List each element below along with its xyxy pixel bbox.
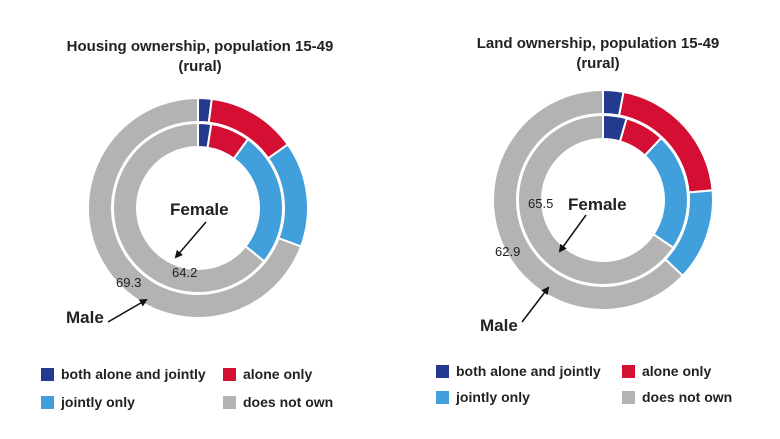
legend-item-both: both alone and jointly: [436, 363, 601, 379]
legend-swatch: [622, 390, 635, 404]
legend-swatch: [41, 395, 54, 409]
female-value-right: 65.5: [528, 196, 554, 211]
male-label-right: Male: [480, 316, 518, 335]
slice-female-does-not-own: [517, 113, 675, 286]
legend-swatch: [223, 395, 236, 409]
legend-label: both alone and jointly: [61, 366, 206, 382]
male-arrow-left: [107, 298, 148, 323]
male-label-left: Male: [66, 308, 104, 327]
legend-label: does not own: [243, 394, 334, 410]
legend-item-jointly: jointly only: [41, 394, 135, 410]
chart-title-left: Housing ownership, population 15-49 (rur…: [40, 37, 360, 77]
legend-item-alone: alone only: [223, 366, 312, 382]
legend-item-not-own: does not own: [223, 394, 333, 410]
title-text: Land ownership, population 15-49: [476, 35, 720, 52]
title-text: Housing ownership, population 15-49: [66, 38, 334, 55]
legend-swatch: [41, 367, 54, 381]
chart-title-right: Land ownership, population 15-49 (rural): [438, 34, 758, 74]
legend-label: both alone and jointly: [456, 363, 601, 379]
legend-item-jointly: jointly only: [436, 389, 530, 405]
legend-label: alone only: [642, 363, 712, 379]
legend-label: alone only: [243, 366, 313, 382]
legend-label: does not own: [642, 389, 733, 405]
legend-label: jointly only: [456, 389, 530, 405]
legend-swatch: [622, 364, 635, 378]
male-value-right: 62.9: [495, 244, 521, 259]
legend-swatch: [223, 367, 236, 381]
female-value-left: 64.2: [172, 265, 198, 280]
legend-swatch: [436, 390, 449, 404]
subtitle-text: (rural): [576, 55, 620, 72]
female-arrow-left: [174, 221, 207, 259]
male-value-left: 69.3: [116, 275, 142, 290]
male-arrow-right: [521, 286, 550, 323]
female-arrow-right: [558, 214, 587, 253]
legend-swatch: [436, 364, 449, 378]
subtitle-text: (rural): [178, 58, 222, 75]
legend-item-alone: alone only: [622, 363, 711, 379]
legend-item-not-own: does not own: [622, 389, 732, 405]
slice-female-does-not-own: [112, 121, 266, 294]
legend-item-both: both alone and jointly: [41, 366, 206, 382]
legend-label: jointly only: [61, 394, 135, 410]
female-label-right: Female: [568, 195, 627, 214]
female-label-left: Female: [170, 200, 229, 219]
